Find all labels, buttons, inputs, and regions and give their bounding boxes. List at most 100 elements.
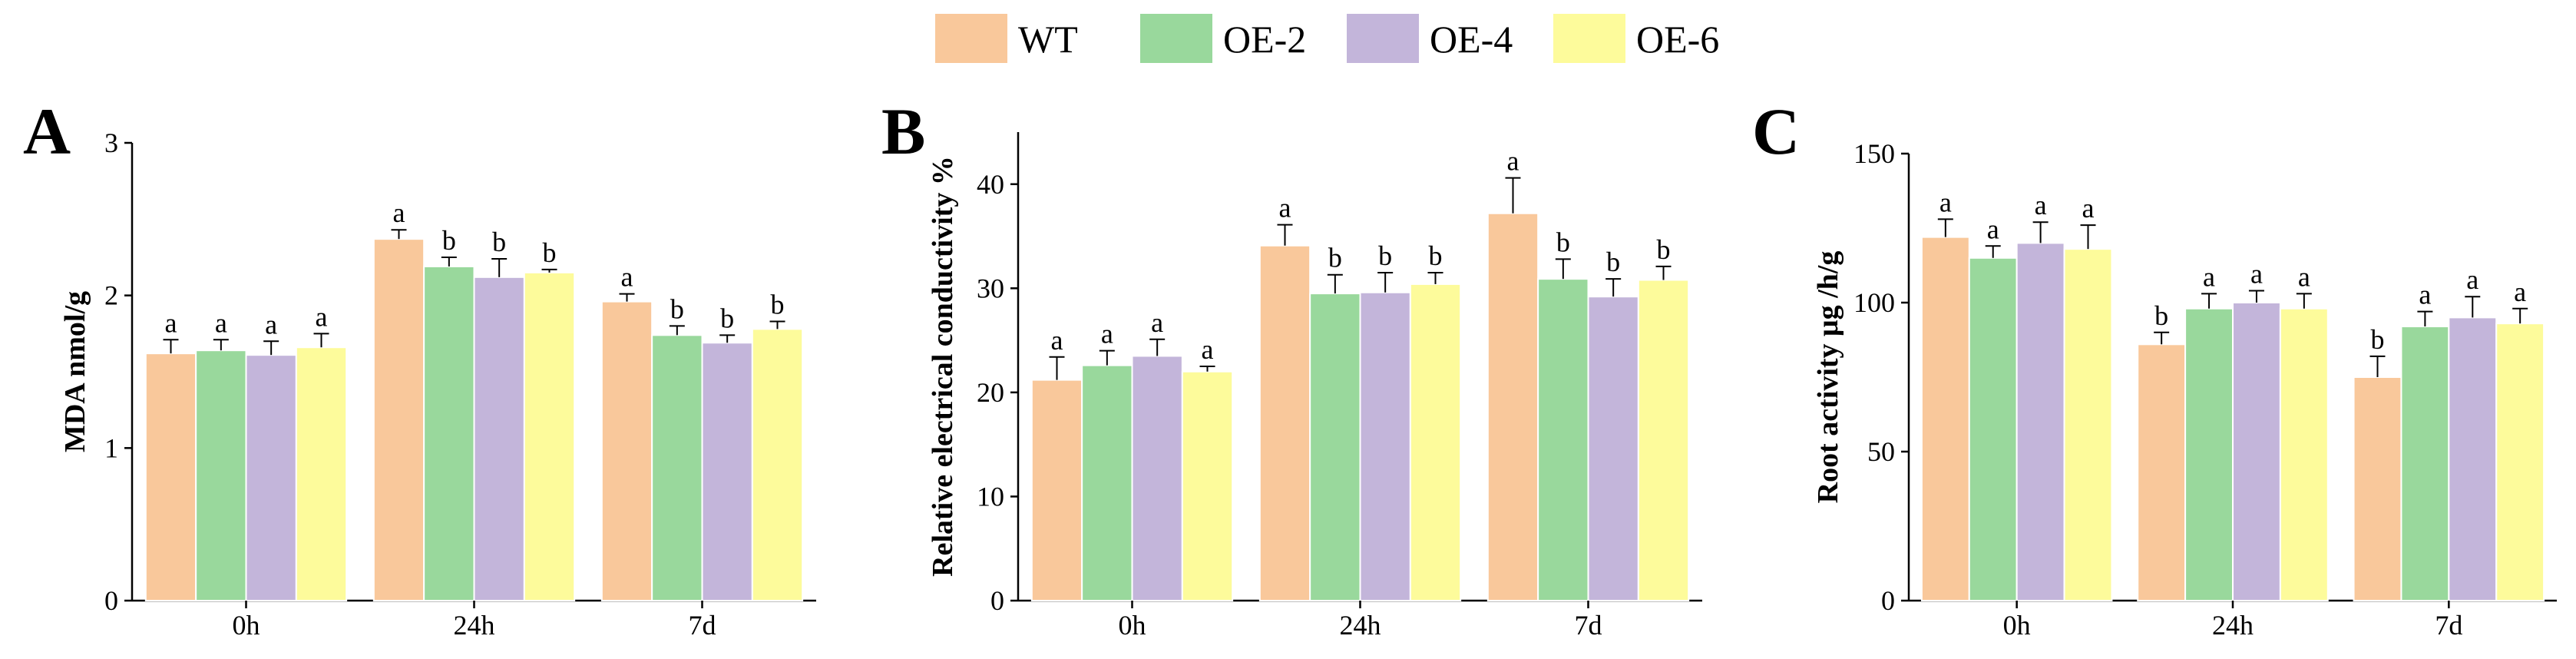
bar-oe-6-7d: [2495, 323, 2545, 601]
legend-swatch-wt: [935, 14, 1007, 63]
bar-wt-0h: [1920, 236, 1970, 601]
bar-wt-7d: [1486, 212, 1539, 601]
bar-oe-6-24h: [2279, 307, 2329, 601]
significance-label: b: [1328, 243, 1342, 273]
bar-group-7d: b a a a: [2353, 264, 2545, 601]
x-tick-label: 0h: [2003, 610, 2031, 641]
bar-wt-24h: [1258, 244, 1311, 601]
x-tick-label: 24h: [454, 610, 495, 641]
y-tick-label: 0: [1881, 585, 1895, 616]
legend-item-oe-4: OE-4: [1347, 14, 1513, 63]
y-tick-label: 3: [104, 127, 118, 158]
panel-c: C 0 50 100 150 Root activity μg /h/g a a a a 0h b a a…: [1752, 94, 2557, 641]
significance-label: b: [670, 293, 684, 324]
bar-wt-24h: [372, 238, 425, 601]
legend-label-oe-2: OE-2: [1223, 18, 1306, 61]
legend-label-oe-4: OE-4: [1430, 18, 1513, 61]
significance-label: b: [1606, 247, 1620, 277]
chart-panels: A 0 1 2 3 MDA nmol/g a a a a 0h a b b b 24h a b b b 7d B 0 10 20…: [23, 94, 2557, 641]
bar-oe-6-0h: [2063, 248, 2113, 601]
y-axis-title: MDA nmol/g: [59, 291, 91, 452]
y-tick-label: 0: [104, 585, 118, 616]
significance-label: a: [620, 262, 633, 293]
bar-oe-4-7d: [2448, 316, 2498, 601]
significance-label: a: [2466, 264, 2478, 295]
significance-label: b: [2154, 300, 2168, 331]
significance-label: a: [1278, 193, 1291, 224]
y-tick-label: 150: [1853, 138, 1895, 169]
y-tick-label: 100: [1853, 287, 1895, 318]
significance-label: b: [442, 225, 456, 256]
bar-oe-2-7d: [2400, 326, 2450, 601]
bar-oe-4-0h: [245, 354, 297, 601]
bar-oe-2-0h: [195, 349, 247, 601]
y-tick-label: 1: [104, 432, 118, 463]
bar-oe-6-24h: [523, 271, 576, 601]
significance-label: b: [771, 289, 785, 320]
legend-label-oe-6: OE-6: [1636, 18, 1719, 61]
y-axis-title: Root activity μg /h/g: [1812, 251, 1844, 504]
bar-wt-7d: [2353, 376, 2402, 601]
bar-oe-2-24h: [2184, 307, 2234, 601]
significance-label: a: [265, 309, 277, 339]
bar-oe-6-7d: [1637, 279, 1690, 601]
bar-group-24h: a b b b: [1258, 193, 1462, 601]
bar-oe-2-7d: [1537, 278, 1589, 601]
x-tick-label: 7d: [2435, 610, 2462, 641]
panel-b: B 0 10 20 30 40 Relative electrical conductivi…: [881, 94, 1702, 641]
bar-oe-6-0h: [1181, 370, 1234, 601]
bar-oe-4-24h: [473, 276, 525, 601]
y-tick-label: 10: [977, 481, 1004, 512]
legend-item-wt: WT: [935, 14, 1078, 63]
legend-label-wt: WT: [1018, 18, 1078, 61]
significance-label: a: [2250, 258, 2263, 289]
significance-label: b: [1657, 234, 1671, 265]
bar-group-24h: a b b b: [372, 197, 576, 601]
significance-label: a: [1506, 146, 1519, 177]
significance-label: a: [316, 301, 328, 332]
significance-label: a: [164, 307, 177, 338]
bar-wt-24h: [2137, 343, 2187, 601]
significance-label: b: [720, 303, 734, 333]
bar-oe-2-0h: [1968, 257, 2018, 601]
panel-letter-a: A: [23, 94, 71, 168]
bar-oe-2-24h: [1309, 293, 1361, 601]
bar-oe-6-0h: [295, 346, 348, 601]
significance-label: b: [1429, 240, 1443, 271]
x-tick-label: 24h: [2212, 610, 2254, 641]
significance-label: b: [543, 237, 557, 268]
y-tick-label: 40: [977, 169, 1004, 200]
y-tick-label: 2: [104, 280, 118, 311]
significance-label: b: [492, 227, 506, 257]
significance-label: a: [1987, 214, 1999, 244]
legend-swatch-oe-2: [1140, 14, 1212, 63]
bar-oe-2-0h: [1081, 364, 1133, 601]
significance-label: a: [1151, 307, 1163, 338]
significance-label: a: [2203, 261, 2215, 292]
y-tick-label: 50: [1867, 436, 1895, 467]
y-tick-label: 30: [977, 273, 1004, 303]
bar-oe-4-0h: [1131, 355, 1183, 601]
significance-label: a: [392, 197, 405, 228]
x-tick-label: 0h: [1119, 610, 1146, 641]
significance-label: a: [1939, 187, 1952, 217]
bar-oe-4-24h: [1359, 291, 1411, 601]
significance-label: a: [215, 307, 227, 338]
legend-swatch-oe-6: [1553, 14, 1625, 63]
x-tick-label: 7d: [1575, 610, 1602, 641]
bar-group-7d: a b b b: [1486, 146, 1690, 601]
bar-oe-4-0h: [2015, 242, 2065, 601]
bar-oe-4-7d: [701, 342, 753, 601]
significance-label: a: [2419, 280, 2431, 310]
x-tick-label: 24h: [1340, 610, 1381, 641]
y-axis-title: Relative electrical conductivity %: [927, 156, 959, 577]
bar-oe-4-24h: [2232, 302, 2281, 601]
bar-oe-6-7d: [751, 328, 804, 601]
significance-label: a: [2082, 193, 2095, 224]
significance-label: a: [2298, 261, 2310, 292]
bar-wt-0h: [144, 353, 197, 601]
panel-a: A 0 1 2 3 MDA nmol/g a a a a 0h a b b b 24h a b b b 7d: [23, 94, 816, 641]
